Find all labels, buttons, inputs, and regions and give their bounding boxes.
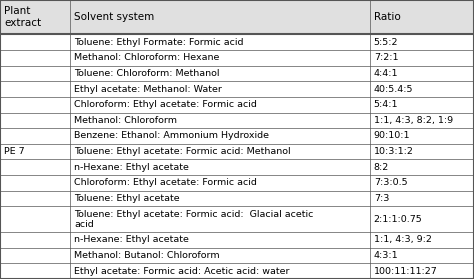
Text: 90:10:1: 90:10:1: [374, 131, 410, 141]
Text: 1:1, 4:3, 9:2: 1:1, 4:3, 9:2: [374, 235, 432, 244]
Text: 7:2:1: 7:2:1: [374, 53, 398, 62]
Text: Methanol: Chloroform: Hexane: Methanol: Chloroform: Hexane: [74, 53, 219, 62]
Text: 5:4:1: 5:4:1: [374, 100, 398, 109]
Text: Toluene: Ethyl acetate: Toluene: Ethyl acetate: [74, 194, 180, 203]
Text: 100:11:11:27: 100:11:11:27: [374, 267, 438, 276]
Text: Toluene: Ethyl acetate: Formic acid:  Glacial acetic
acid: Toluene: Ethyl acetate: Formic acid: Gla…: [74, 210, 313, 229]
Text: n-Hexane: Ethyl acetate: n-Hexane: Ethyl acetate: [74, 163, 189, 172]
Text: 10:3:1:2: 10:3:1:2: [374, 147, 414, 156]
Text: Benzene: Ethanol: Ammonium Hydroxide: Benzene: Ethanol: Ammonium Hydroxide: [74, 131, 269, 141]
Text: 7:3: 7:3: [374, 194, 389, 203]
Text: 7:3:0.5: 7:3:0.5: [374, 178, 407, 187]
Text: 2:1:1:0.75: 2:1:1:0.75: [374, 215, 422, 224]
Text: Chloroform: Ethyl acetate: Formic acid: Chloroform: Ethyl acetate: Formic acid: [74, 178, 257, 187]
Text: Toluene: Chloroform: Methanol: Toluene: Chloroform: Methanol: [74, 69, 219, 78]
Text: Methanol: Chloroform: Methanol: Chloroform: [74, 116, 177, 125]
Text: 5:5:2: 5:5:2: [374, 38, 398, 47]
Text: Solvent system: Solvent system: [74, 12, 155, 22]
Text: 8:2: 8:2: [374, 163, 389, 172]
Bar: [0, 0, 474, 35]
Text: n-Hexane: Ethyl acetate: n-Hexane: Ethyl acetate: [74, 235, 189, 244]
Text: 4:4:1: 4:4:1: [374, 69, 398, 78]
Text: Ratio: Ratio: [374, 12, 401, 22]
Text: Toluene: Ethyl acetate: Formic acid: Methanol: Toluene: Ethyl acetate: Formic acid: Met…: [74, 147, 291, 156]
Text: Toluene: Ethyl Formate: Formic acid: Toluene: Ethyl Formate: Formic acid: [74, 38, 244, 47]
Text: PE 7: PE 7: [4, 147, 25, 156]
Text: Ethyl acetate: Formic acid: Acetic acid: water: Ethyl acetate: Formic acid: Acetic acid:…: [74, 267, 290, 276]
Text: 40:5.4:5: 40:5.4:5: [374, 85, 413, 94]
Text: Methanol: Butanol: Chloroform: Methanol: Butanol: Chloroform: [74, 251, 220, 260]
Text: Chloroform: Ethyl acetate: Formic acid: Chloroform: Ethyl acetate: Formic acid: [74, 100, 257, 109]
Text: 4:3:1: 4:3:1: [374, 251, 398, 260]
Text: Ethyl acetate: Methanol: Water: Ethyl acetate: Methanol: Water: [74, 85, 222, 94]
Text: 1:1, 4:3, 8:2, 1:9: 1:1, 4:3, 8:2, 1:9: [374, 116, 453, 125]
Text: Plant
extract: Plant extract: [4, 6, 41, 28]
